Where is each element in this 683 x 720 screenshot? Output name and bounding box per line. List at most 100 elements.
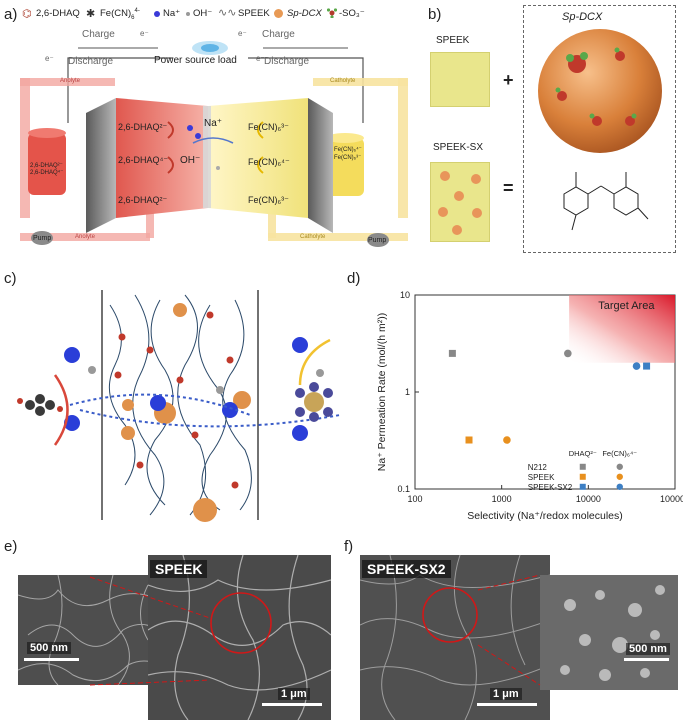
plus-sign: + bbox=[503, 70, 514, 90]
panel-label-e: e) bbox=[4, 538, 18, 555]
cell-right-species-3: Fe(CN)₆³⁻ bbox=[248, 195, 289, 205]
target-area-label: Target Area bbox=[598, 300, 655, 312]
scale-label-1um-f: 1 μm bbox=[490, 688, 522, 700]
tank-right-label-1: Fe(CN)₆⁴⁻ bbox=[334, 147, 362, 153]
anolyte-top-label: Anolyte bbox=[60, 78, 81, 84]
scale-label-500nm-e: 500 nm bbox=[27, 642, 71, 654]
scale-bar-1um-f bbox=[477, 703, 537, 706]
cell-left-species-3: 2,6-DHAQ²⁻ bbox=[118, 195, 168, 205]
sp-dcx-title: Sp-DCX bbox=[562, 11, 603, 23]
legend-oh: OH⁻ bbox=[193, 8, 213, 19]
data-point-speek-circle bbox=[503, 436, 511, 444]
sp-dcx-particle bbox=[538, 29, 662, 153]
legend-marker-square bbox=[579, 463, 586, 470]
tank-right-label-2: Fe(CN)₆³⁻ bbox=[334, 155, 362, 161]
panel-label-a: a) bbox=[4, 6, 18, 23]
sem-image-speek-low bbox=[18, 575, 168, 685]
oh-ion-label: OH⁻ bbox=[180, 155, 201, 166]
scale-bar-1um-e bbox=[262, 703, 322, 706]
speek-membrane-sheet bbox=[430, 52, 490, 107]
legend-so3: -SO₃⁻ bbox=[339, 8, 365, 19]
speek-sx-membrane-sheet bbox=[430, 162, 490, 242]
legend-marker-circle bbox=[616, 463, 623, 470]
legend-column-header: DHAQ²⁻ bbox=[569, 449, 597, 458]
pump-left-label: Pump bbox=[33, 235, 52, 242]
charge-left-label: Charge bbox=[82, 29, 115, 40]
speek-sx-membrane-label: SPEEK-SX bbox=[433, 142, 484, 153]
oh-ion-icon bbox=[186, 12, 190, 16]
pump-right-label: Pump bbox=[368, 237, 387, 244]
so3-group-icon bbox=[326, 8, 338, 19]
tank-left-label-1: 2,6-DHAQ²⁻ bbox=[30, 163, 63, 169]
scale-bar-500nm-e bbox=[24, 658, 79, 661]
scale-label-500nm-f: 500 nm bbox=[626, 643, 670, 655]
catholyte-bottom-label: Catholyte bbox=[300, 234, 326, 240]
charge-right-label: Charge bbox=[262, 29, 295, 40]
panel-label-d: d) bbox=[347, 270, 361, 287]
legend-series-name: SPEEK bbox=[528, 473, 555, 482]
dhaq-molecule-icon: ⌬ bbox=[22, 8, 32, 20]
sem-tag-speek: SPEEK bbox=[150, 560, 208, 578]
legend-marker-square bbox=[579, 473, 586, 480]
cell-left-species-2: 2,6-DHAQ⁴⁻ bbox=[118, 155, 169, 165]
catholyte-top-label: Catholyte bbox=[330, 78, 356, 84]
sem-tag-speek-sx2: SPEEK-SX2 bbox=[362, 560, 451, 578]
legend-na: Na⁺ bbox=[163, 8, 181, 19]
cell-right-species-1: Fe(CN)₆³⁻ bbox=[248, 122, 289, 132]
legend-marker-circle bbox=[616, 473, 623, 480]
y-axis-label: Na⁺ Permeation Rate (mol/(h m²)) bbox=[376, 313, 388, 471]
legend-speek: SPEEK bbox=[238, 8, 270, 19]
speek-membrane-label: SPEEK bbox=[436, 35, 470, 46]
sem-image-speek-sx2-high bbox=[540, 575, 678, 690]
panel-label-b: b) bbox=[428, 6, 442, 23]
discharge-right-label: Discharge bbox=[264, 56, 310, 67]
zoom-lines-f bbox=[477, 574, 541, 686]
cell-right-species-2: Fe(CN)₆⁴⁻ bbox=[248, 157, 290, 167]
y-tick-label: 1 bbox=[405, 387, 410, 397]
zoom-lines-e bbox=[89, 576, 211, 686]
y-tick-label: 10 bbox=[400, 290, 410, 300]
e-right-2: e⁻ bbox=[256, 54, 265, 63]
tank-left-label-2: 2,6-DHAQ⁴⁻ bbox=[30, 170, 64, 176]
legend-dhaq: 2,6-DHAQ bbox=[36, 8, 80, 19]
target-area-region bbox=[569, 295, 675, 363]
membrane-transport-schematic bbox=[17, 290, 341, 522]
x-tick-label: 10000 bbox=[576, 494, 601, 504]
power-source-label: Power source load bbox=[154, 55, 237, 66]
panel-a-legend: ⌬ 2,6-DHAQ ✱ Fe(CN)64- Na⁺ OH⁻ ∿∿ SPEEK … bbox=[22, 7, 402, 22]
data-point-speek-sx2-square bbox=[643, 362, 651, 370]
fecn-molecule-icon: ✱ bbox=[86, 8, 96, 20]
sp-dcx-icon bbox=[274, 9, 283, 18]
scale-label-1um-e: 1 μm bbox=[278, 688, 310, 700]
data-point-speek-sx2-circle bbox=[632, 362, 641, 370]
x-axis-label: Selectivity (Na⁺/redox molecules) bbox=[467, 510, 623, 522]
legend-series-name: SPEEK-SX2 bbox=[528, 483, 573, 492]
na-ion-label: Na⁺ bbox=[204, 118, 223, 129]
discharge-left-label: Discharge bbox=[68, 56, 114, 67]
flow-battery-schematic bbox=[20, 41, 408, 247]
equals-sign: = bbox=[503, 178, 514, 198]
y-tick-label: 0.1 bbox=[397, 484, 410, 494]
panel-label-c: c) bbox=[4, 270, 17, 287]
e-left-2: e⁻ bbox=[45, 54, 54, 63]
legend-fecn: Fe(CN)64- bbox=[100, 8, 140, 22]
x-tick-label: 100 bbox=[407, 494, 422, 504]
sp-dcx-structure bbox=[563, 172, 649, 231]
panel-label-f: f) bbox=[344, 538, 354, 555]
e-right-1: e⁻ bbox=[238, 29, 247, 38]
scale-bar-500nm-f bbox=[624, 658, 669, 661]
sp-dcx-box: Sp-DCX bbox=[523, 5, 676, 253]
data-point-speek-square bbox=[465, 436, 473, 444]
legend-marker-square bbox=[579, 483, 586, 490]
anolyte-bottom-label: Anolyte bbox=[75, 234, 96, 240]
cell-left-species-1: 2,6-DHAQ²⁻ bbox=[118, 122, 168, 132]
na-ion-icon bbox=[154, 11, 160, 17]
legend-series-name: N212 bbox=[528, 463, 548, 472]
data-point-n212-square bbox=[448, 349, 456, 357]
legend-marker-circle bbox=[616, 483, 623, 490]
data-point-n212-circle bbox=[564, 349, 572, 358]
x-tick-label: 1000 bbox=[492, 494, 512, 504]
